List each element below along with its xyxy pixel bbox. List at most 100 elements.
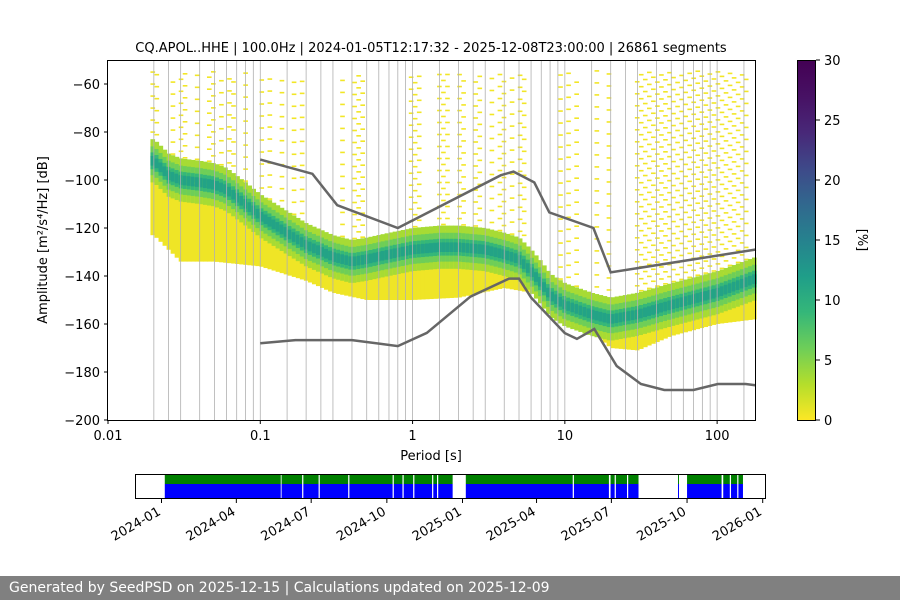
heatmap-cell [638, 145, 644, 148]
heatmap-cell [683, 163, 688, 166]
heatmap-cell [695, 70, 701, 73]
heatmap-cell [340, 175, 345, 178]
heatmap-cell [219, 91, 224, 94]
heatmap-cell [735, 261, 741, 264]
heatmap-cell [340, 223, 345, 226]
heatmap-cell [223, 203, 228, 263]
heatmap-cell [441, 223, 446, 226]
heatmap-cell [360, 212, 366, 214]
heatmap-cell [574, 117, 579, 119]
heatmap-cell [566, 228, 571, 231]
heatmap-cell [392, 248, 398, 259]
heatmap-cell [719, 243, 725, 246]
heatmap-cell [231, 189, 236, 200]
heatmap-cell [574, 249, 579, 251]
heatmap-cell [675, 237, 680, 240]
heatmap-cell [727, 84, 733, 87]
heatmap-cell [408, 172, 414, 175]
heatmap-cell [679, 316, 684, 334]
heatmap-cell [489, 209, 495, 212]
heatmap-cell [457, 85, 462, 88]
heatmap-cell [558, 170, 563, 172]
heatmap-cell [647, 167, 652, 170]
heatmap-cell [360, 92, 366, 94]
heatmap-cell [642, 270, 648, 273]
heatmap-cell [182, 144, 188, 147]
heatmap-cell [517, 146, 523, 149]
heatmap-cell [731, 89, 737, 91]
heatmap-cell [731, 197, 737, 199]
heatmap-cell [586, 308, 592, 319]
heatmap-cell [703, 291, 709, 301]
heatmap-cell [671, 160, 676, 163]
y-tick-label: −140 [64, 270, 100, 285]
heatmap-cell [469, 243, 475, 254]
heatmap-cell [408, 112, 414, 115]
heatmap-cell [461, 200, 466, 202]
heatmap-cell [574, 261, 579, 263]
heatmap-cell [558, 206, 563, 208]
heatmap-cell [182, 120, 188, 123]
heatmap-cell [211, 131, 216, 133]
heatmap-cell [513, 253, 519, 263]
heatmap-cell [461, 104, 466, 106]
heatmap-cell [489, 149, 495, 152]
heatmap-cell [594, 154, 600, 156]
heatmap-cell [202, 178, 208, 189]
heatmap-cell [667, 71, 672, 74]
heatmap-cell [679, 278, 684, 281]
heatmap-cell [267, 174, 273, 176]
heatmap-cell [206, 179, 212, 189]
heatmap-cell [150, 95, 156, 97]
heatmap-cell [695, 130, 701, 133]
heatmap-cell [715, 143, 721, 145]
heatmap-cell [408, 160, 414, 163]
heatmap-cell [574, 105, 579, 107]
heatmap-cell [647, 239, 652, 242]
heatmap-cell [719, 231, 725, 234]
heatmap-cell [699, 111, 705, 113]
heatmap-cell [606, 133, 612, 135]
heatmap-cell [457, 145, 462, 148]
heatmap-cell [667, 239, 672, 242]
heatmap-cell [211, 95, 216, 97]
heatmap-cell [408, 184, 414, 187]
heatmap-cell [416, 159, 422, 162]
heatmap-cell [227, 90, 232, 92]
heatmap-cell [651, 232, 656, 235]
heatmap-cell [574, 129, 579, 131]
heatmap-cell [739, 218, 745, 220]
timeline-frame [135, 474, 766, 499]
heatmap-cell [372, 252, 378, 263]
heatmap-cell [667, 319, 672, 337]
heatmap-cell [473, 243, 479, 254]
heatmap-cell [360, 140, 366, 142]
heatmap-cell [723, 284, 729, 295]
heatmap-cell [655, 249, 660, 251]
heatmap-cell [743, 277, 749, 287]
heatmap-cell [679, 206, 684, 209]
heatmap-cell [638, 217, 644, 220]
heatmap-cell [497, 145, 503, 148]
heatmap-cell [699, 75, 705, 77]
heatmap-cell [453, 261, 458, 298]
heatmap-cell [655, 165, 660, 167]
heatmap-cell [473, 81, 479, 83]
heatmap-cell [610, 333, 616, 349]
heatmap-cell [723, 164, 729, 166]
heatmap-cell [663, 139, 668, 141]
heatmap-cell [715, 227, 721, 229]
heatmap-cell [473, 189, 479, 191]
heatmap-cell [170, 172, 176, 182]
heatmap-cell [723, 176, 729, 178]
heatmap-cell [279, 139, 285, 142]
heatmap-cell [291, 201, 297, 204]
heatmap-cell [412, 244, 418, 255]
coverage-gap [627, 475, 629, 498]
heatmap-cell [594, 142, 600, 144]
heatmap-cell [642, 174, 648, 177]
heatmap-cell [655, 304, 660, 314]
heatmap-cell [291, 81, 297, 84]
timeline-axis: 2024-01 2024-04 2024-07 2024-10 2025-01 2025-… [109, 499, 765, 545]
heatmap-cell [340, 79, 345, 82]
